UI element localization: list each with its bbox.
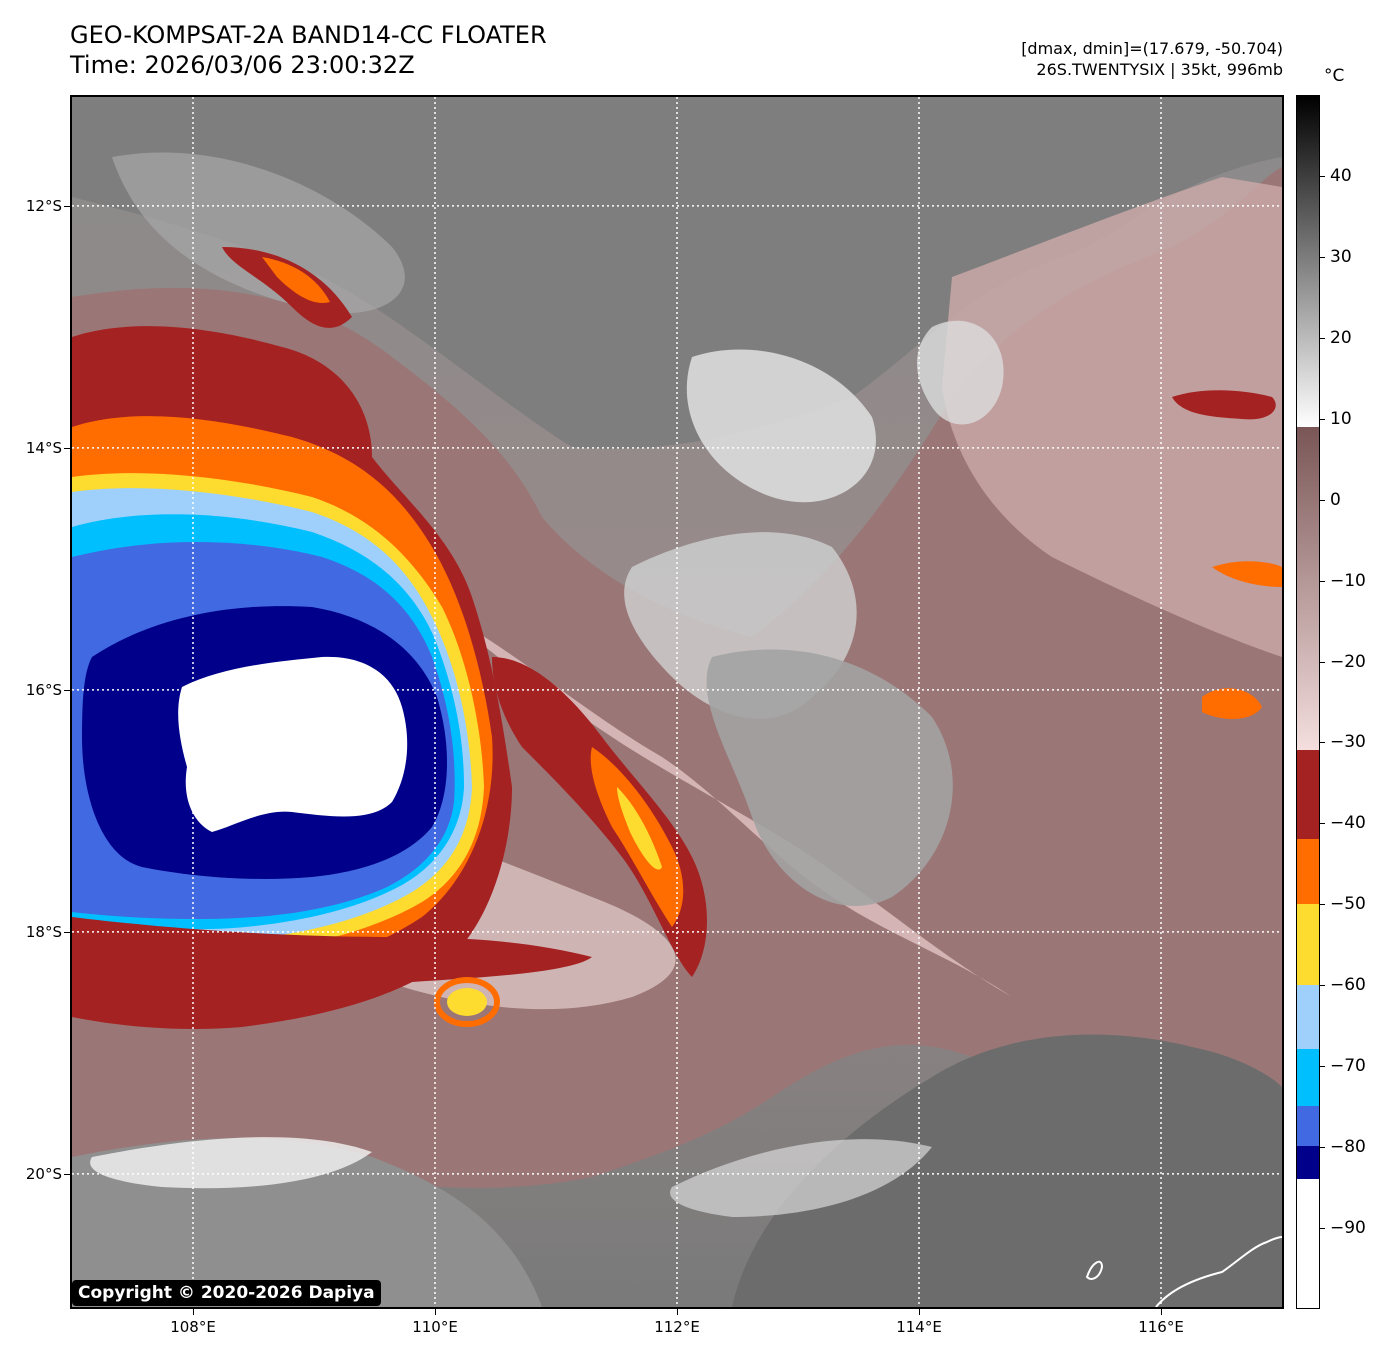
colorbar-segment — [1297, 1106, 1319, 1147]
south-band-40 — [72, 917, 592, 1007]
coldest-overshooting-top — [178, 656, 408, 832]
colorbar-tick-mark — [1320, 904, 1325, 906]
colorbar-tick-label: −20 — [1330, 651, 1366, 672]
lon-tick-mark — [193, 1309, 194, 1315]
lon-tick-label: 110°E — [412, 1318, 458, 1336]
colorbar-segment — [1297, 984, 1319, 1050]
north-arc-50 — [262, 257, 330, 303]
temperature-colorbar — [1296, 95, 1320, 1309]
coastline — [1155, 1236, 1282, 1307]
colorbar-tick-mark — [1320, 418, 1325, 420]
colorbar-tick-mark — [1320, 337, 1325, 339]
lat-tick-mark — [64, 931, 70, 933]
storm-info: [dmax, dmin]=(17.679, -50.704) 26S.TWENT… — [1021, 38, 1283, 80]
colorbar-tick-mark — [1320, 1147, 1325, 1149]
colorbar-tick-mark — [1320, 823, 1325, 825]
storm-summary: 26S.TWENTYSIX | 35kt, 996mb — [1036, 60, 1283, 79]
lat-tick-mark — [64, 1173, 70, 1175]
south-clear-region — [732, 1034, 1282, 1307]
colorbar-tick-label: −60 — [1330, 975, 1366, 996]
colorbar-tick-mark — [1320, 661, 1325, 663]
lon-tick-mark — [677, 1309, 678, 1315]
colorbar-tick-label: −40 — [1330, 813, 1366, 834]
northeast-bright-cloud — [917, 320, 1004, 425]
east-cell-2 — [1212, 561, 1282, 587]
colorbar-segment — [1297, 96, 1319, 428]
colorbar-segment — [1297, 904, 1319, 985]
figure-title: GEO-KOMPSAT-2A BAND14-CC FLOATER Time: 2… — [70, 20, 547, 80]
map-gridlines — [72, 97, 1282, 1307]
feeder-band-60 — [617, 787, 662, 870]
colorbar-segment — [1297, 1146, 1319, 1179]
upper-cloud-streak — [112, 152, 405, 314]
lon-tick-mark — [435, 1309, 436, 1315]
lon-tick-label: 108°E — [170, 1318, 216, 1336]
title-line-2: Time: 2026/03/06 23:00:32Z — [70, 51, 415, 79]
east-cell-1 — [1172, 390, 1276, 420]
colorbar-tick-mark — [1320, 256, 1325, 258]
colorbar-tick-mark — [1320, 985, 1325, 987]
convective-system — [72, 247, 1282, 1029]
south-bright-streak — [670, 1139, 932, 1217]
lat-tick-label: 18°S — [25, 922, 62, 941]
colorbar-tick-label: 30 — [1330, 246, 1352, 267]
lon-tick-mark — [1161, 1309, 1162, 1315]
title-line-1: GEO-KOMPSAT-2A BAND14-CC FLOATER — [70, 21, 547, 49]
lat-tick-label: 14°S — [25, 438, 62, 457]
colorbar-tick-label: 20 — [1330, 327, 1352, 348]
colorbar-tick-label: −70 — [1330, 1056, 1366, 1077]
southwest-bright-streak — [90, 1137, 372, 1189]
mid-gray-cloud-2 — [706, 649, 953, 906]
lat-tick-label: 12°S — [25, 196, 62, 215]
east-cell-3 — [1202, 688, 1262, 719]
satellite-map — [70, 95, 1284, 1309]
north-bright-cloud — [686, 349, 876, 503]
lat-tick-label: 16°S — [25, 680, 62, 699]
lat-tick-mark — [64, 689, 70, 691]
colorbar-tick-mark — [1320, 175, 1325, 177]
copyright-label: Copyright © 2020-2026 Dapiya — [72, 1280, 381, 1306]
colorbar-tick-mark — [1320, 1228, 1325, 1230]
colorbar-tick-label: 0 — [1330, 489, 1341, 510]
colorbar-tick-mark — [1320, 1066, 1325, 1068]
south-cell-60 — [447, 988, 487, 1016]
colorbar-tick-label: −30 — [1330, 732, 1366, 753]
colorbar-tick-mark — [1320, 580, 1325, 582]
east-cirrus-shield — [942, 177, 1282, 657]
colorbar-segment — [1297, 427, 1319, 751]
colorbar-tick-mark — [1320, 742, 1325, 744]
north-arc-40 — [222, 247, 352, 328]
lon-tick-label: 114°E — [896, 1318, 942, 1336]
island-outline — [1085, 1260, 1104, 1280]
south-cell-50 — [434, 977, 500, 1027]
lat-tick-mark — [64, 447, 70, 449]
feeder-band-40 — [492, 657, 707, 977]
map-imagery — [72, 97, 1282, 1307]
colorbar-unit: °C — [1324, 66, 1345, 86]
colorbar-tick-label: −10 — [1330, 570, 1366, 591]
colorbar-segment — [1297, 1049, 1319, 1106]
colorbar-tick-label: −90 — [1330, 1218, 1366, 1239]
colorbar-tick-label: 10 — [1330, 408, 1352, 429]
lat-tick-mark — [64, 205, 70, 207]
colorbar-tick-mark — [1320, 499, 1325, 501]
colorbar-tick-label: −80 — [1330, 1137, 1366, 1158]
colorbar-segment — [1297, 750, 1319, 840]
lat-tick-label: 20°S — [25, 1164, 62, 1183]
colorbar-tick-label: 40 — [1330, 165, 1352, 186]
lon-tick-label: 112°E — [654, 1318, 700, 1336]
colorbar-segment — [1297, 1178, 1319, 1308]
colorbar-segment — [1297, 839, 1319, 904]
lon-tick-mark — [919, 1309, 920, 1315]
colorbar-tick-label: −50 — [1330, 894, 1366, 915]
lon-tick-label: 116°E — [1138, 1318, 1184, 1336]
dmax-dmin-readout: [dmax, dmin]=(17.679, -50.704) — [1021, 39, 1283, 58]
